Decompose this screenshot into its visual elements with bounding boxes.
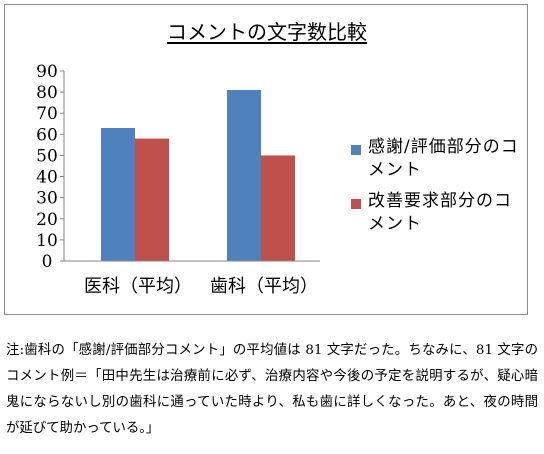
- chart-frame: コメントの文字数比較 0 10 20 30 40 50 60 70 80 90 医科（平均） 歯科…: [4, 4, 528, 315]
- y-tick-label: 90: [36, 62, 58, 82]
- y-tick-label: 80: [36, 83, 58, 103]
- y-tick-label: 40: [36, 168, 58, 188]
- y-tick-label: 0: [42, 252, 53, 272]
- legend-label-gratitude: 感謝/評価部分のコメント: [368, 137, 519, 180]
- x-tick-label-medical: 医科（平均）: [84, 276, 192, 297]
- y-tick-label: 70: [36, 104, 58, 124]
- legend-label-improvement: 改善要求部分のコメント: [368, 191, 512, 234]
- bar-gratitude-dental: [227, 90, 261, 261]
- y-tick-label: 20: [36, 210, 58, 230]
- y-tick-label: 30: [36, 189, 58, 209]
- bar-group: [101, 90, 295, 261]
- footnote: 注:歯科の「感謝/評価部分コメント」の平均値は 81 文字だった。ちなみに、81…: [6, 343, 538, 436]
- legend-swatch-blue: [351, 145, 361, 155]
- y-tick-label: 60: [36, 125, 58, 145]
- bar-gratitude-medical: [101, 128, 135, 261]
- legend-swatch-red: [351, 199, 361, 209]
- chart-title: コメントの文字数比較: [5, 19, 529, 45]
- y-tick-label: 50: [36, 146, 58, 166]
- bar-improvement-dental: [261, 155, 295, 261]
- chart-title-text: コメントの文字数比較: [167, 20, 367, 44]
- bar-improvement-medical: [135, 138, 169, 261]
- x-tick-label-dental: 歯科（平均）: [210, 276, 318, 297]
- y-tick-label: 10: [36, 231, 58, 251]
